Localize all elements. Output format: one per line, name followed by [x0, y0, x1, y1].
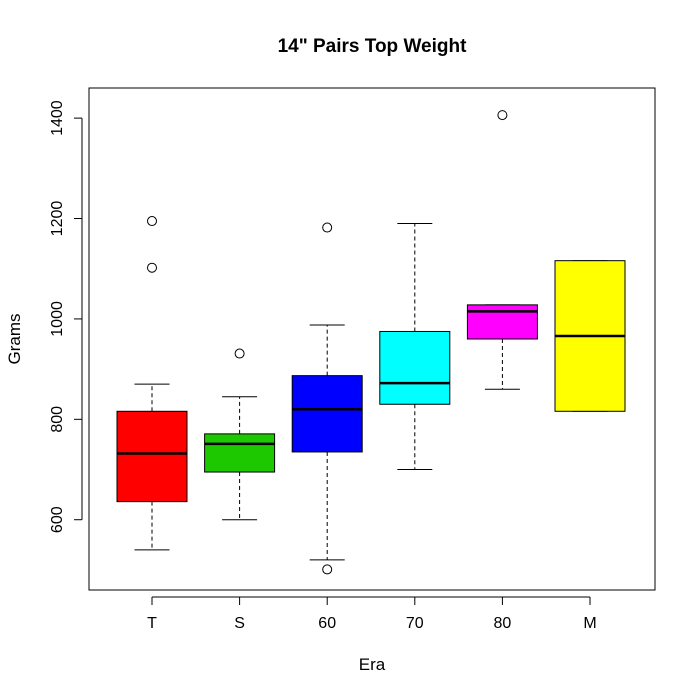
y-tick-label: 1200: [49, 201, 66, 237]
box-T: [116, 216, 188, 551]
y-tick-label: 600: [49, 506, 66, 533]
boxes-group: [116, 110, 626, 575]
box-rect: [291, 375, 363, 453]
x-tick-label: M: [583, 615, 596, 632]
outlier-point: [497, 110, 508, 121]
x-axis: T S 60 70 80 M: [147, 596, 597, 632]
y-tick-label: 800: [49, 406, 66, 433]
y-axis-label: Grams: [5, 314, 24, 365]
box-rect: [204, 433, 276, 473]
box-M: [554, 260, 626, 412]
outlier-point: [147, 216, 157, 227]
box-60: [291, 222, 363, 575]
x-tick-label: T: [147, 615, 157, 632]
y-tick-label: 1400: [49, 100, 66, 136]
outlier-point: [147, 262, 157, 273]
box-rect: [466, 304, 538, 340]
box-rect: [379, 330, 451, 405]
outlier-point: [322, 222, 333, 233]
outlier-point: [234, 348, 245, 359]
x-tick-label: 60: [318, 615, 336, 632]
box-80: [466, 110, 538, 390]
y-tick-label: 1000: [49, 301, 66, 337]
x-axis-label: Era: [359, 655, 386, 674]
box-rect: [116, 410, 188, 503]
chart-title: 14" Pairs Top Weight: [278, 36, 468, 57]
x-tick-label: S: [234, 615, 245, 632]
box-S: [204, 348, 276, 521]
x-tick-label: 80: [494, 615, 512, 632]
plot-frame: [88, 87, 656, 591]
y-axis: 600 800 1000 1200 1400: [49, 100, 83, 533]
box-70: [379, 223, 451, 471]
x-tick-label: 70: [406, 615, 424, 632]
outlier-point: [322, 564, 333, 575]
